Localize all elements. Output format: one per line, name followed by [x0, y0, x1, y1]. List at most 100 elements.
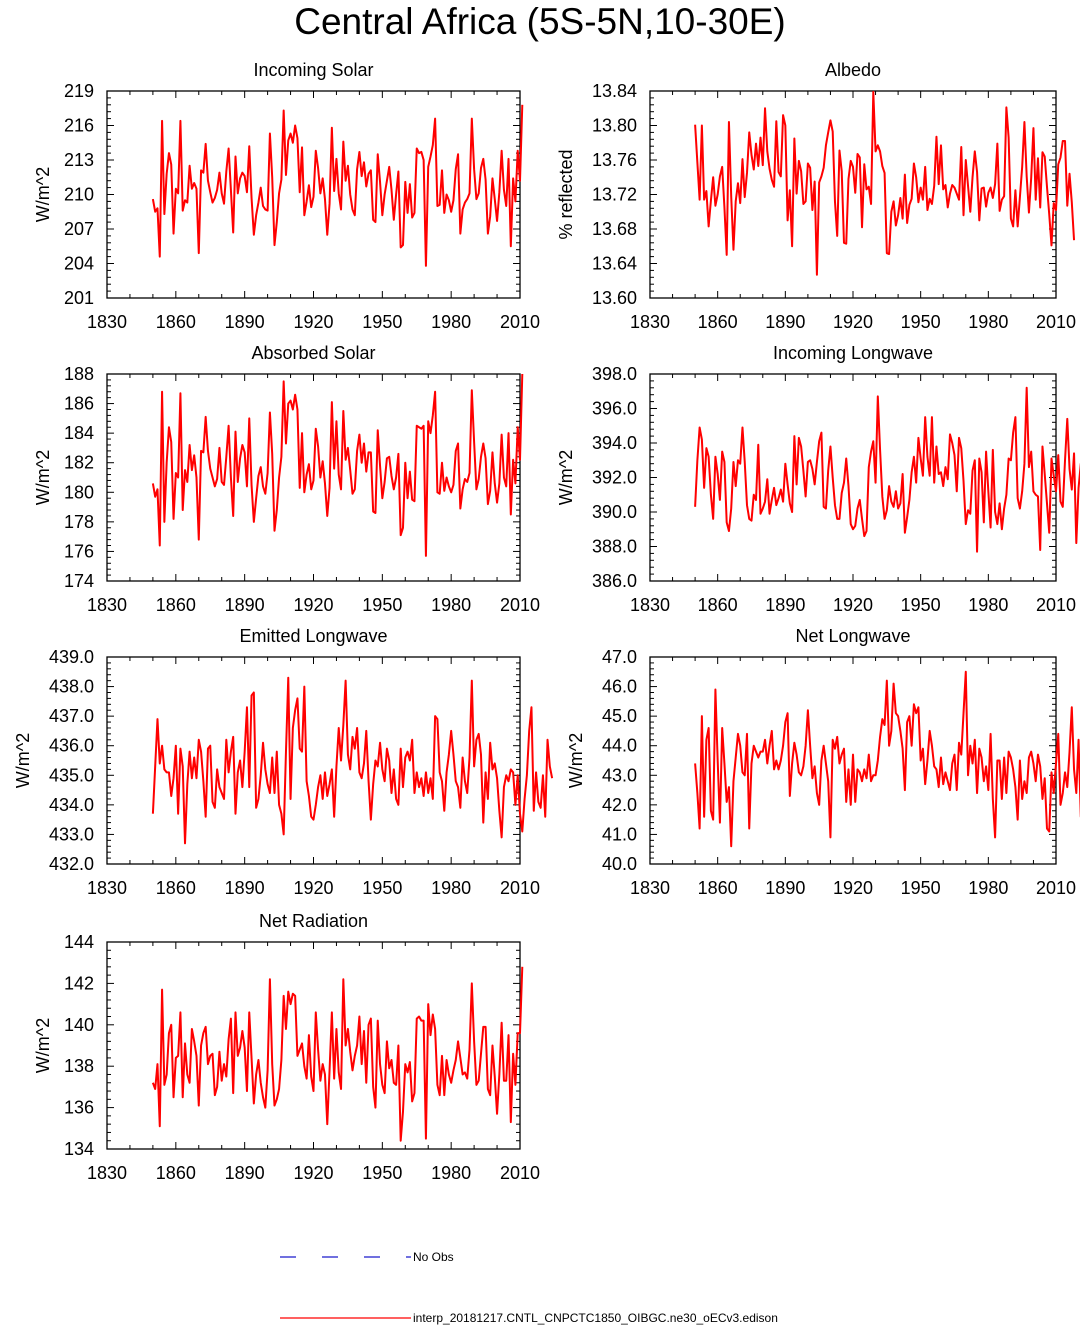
panel-6-x-tick-label: 1890: [765, 878, 805, 898]
panel-1-x-tick-label: 1830: [87, 312, 127, 332]
panel-7-x-tick-label: 2010: [500, 1163, 540, 1183]
panel-2-x-tick-label: 1980: [968, 312, 1008, 332]
panel-5-y-tick-label: 433.0: [49, 824, 94, 844]
panel-2-y-tick-label: 13.64: [592, 254, 637, 274]
panel-6-y-tick-label: 40.0: [602, 854, 637, 874]
panel-3-x-tick-label: 1830: [87, 595, 127, 615]
panel-7-y-tick-label: 140: [64, 1015, 94, 1035]
panel-4-x-tick-label: 1890: [765, 595, 805, 615]
panel-5-x-tick-label: 1860: [156, 878, 196, 898]
panel-3-title: Absorbed Solar: [251, 343, 375, 363]
panel-2-x-tick-label: 1860: [698, 312, 738, 332]
panel-6-x-tick-label: 2010: [1036, 878, 1076, 898]
figure-title: Central Africa (5S-5N,10-30E): [294, 1, 786, 42]
panel-1-x-tick-label: 1860: [156, 312, 196, 332]
panel-6-y-tick-label: 47.0: [602, 647, 637, 667]
panel-2-y-tick-label: 13.84: [592, 81, 637, 101]
panel-1-y-tick-label: 201: [64, 288, 94, 308]
panel-3-series-line-1: [151, 373, 524, 557]
panel-3-x-tick-label: 1980: [431, 595, 471, 615]
panel-7-x-tick-label: 1890: [225, 1163, 265, 1183]
panel-1-x-tick-label: 2010: [500, 312, 540, 332]
panel-1-title: Incoming Solar: [253, 60, 373, 80]
panel-1-y-tick-label: 210: [64, 185, 94, 205]
panel-4-frame: [649, 373, 1057, 582]
panel-1-y-tick-label: 204: [64, 254, 94, 274]
panel-5-x-tick-label: 2010: [500, 878, 540, 898]
panel-5-x-tick-label: 1890: [225, 878, 265, 898]
panel-4-y-axis-label: W/m^2: [556, 450, 576, 505]
panel-3-x-tick-label: 1860: [156, 595, 196, 615]
panel-2-x-tick-label: 2010: [1036, 312, 1076, 332]
panel-2-y-tick-label: 13.80: [592, 116, 637, 136]
panel-3-x-tick-label: 1890: [225, 595, 265, 615]
panel-3-y-axis-label: W/m^2: [33, 450, 53, 505]
panel-1-y-tick-label: 213: [64, 150, 94, 170]
panel-3-y-tick-label: 176: [64, 541, 94, 561]
panel-5-frame: [106, 656, 521, 865]
panel-7-x-tick-label: 1830: [87, 1163, 127, 1183]
panel-6-x-tick-label: 1980: [968, 878, 1008, 898]
panel-6-title: Net Longwave: [795, 626, 910, 646]
panel-5-x-tick-label: 1980: [431, 878, 471, 898]
panel-5-x-tick-label: 1920: [293, 878, 333, 898]
panel-7-x-tick-label: 1860: [156, 1163, 196, 1183]
panel-2-series-line-1: [694, 90, 1076, 276]
panel-1-x-tick-label: 1890: [225, 312, 265, 332]
model-legend-label: interp_20181217.CNTL_CNPCTC1850_OIBGC.ne…: [413, 1311, 778, 1325]
panel-4-title: Incoming Longwave: [773, 343, 933, 363]
panel-5-y-tick-label: 432.0: [49, 854, 94, 874]
panel-7-y-tick-label: 134: [64, 1139, 94, 1159]
panel-3-y-tick-label: 180: [64, 482, 94, 502]
panel-4-x-tick-label: 1830: [630, 595, 670, 615]
panel-1-x-tick-label: 1950: [362, 312, 402, 332]
panel-5-y-tick-label: 436.0: [49, 736, 94, 756]
panel-2-x-tick-label: 1950: [901, 312, 941, 332]
panel-6-y-axis-label: W/m^2: [566, 733, 586, 788]
panel-4-y-tick-label: 392.0: [592, 468, 637, 488]
panel-5-y-tick-label: 439.0: [49, 647, 94, 667]
panel-2-y-tick-label: 13.60: [592, 288, 637, 308]
panel-5-title: Emitted Longwave: [239, 626, 387, 646]
panel-3-y-tick-label: 178: [64, 512, 94, 532]
panel-5-y-axis-label: W/m^2: [13, 733, 33, 788]
panel-3-y-tick-label: 186: [64, 394, 94, 414]
panel-5-y-tick-label: 435.0: [49, 765, 94, 785]
panel-7-y-axis-label: W/m^2: [33, 1018, 53, 1073]
panel-4-y-tick-label: 390.0: [592, 502, 637, 522]
panel-1-y-tick-label: 207: [64, 219, 94, 239]
panel-1-y-tick-label: 216: [64, 116, 94, 136]
panel-4-x-tick-label: 1920: [833, 595, 873, 615]
panel-3-x-tick-label: 1950: [362, 595, 402, 615]
panel-6-y-tick-label: 46.0: [602, 677, 637, 697]
panel-6-y-tick-label: 43.0: [602, 765, 637, 785]
obs-legend-label: No Obs: [413, 1250, 454, 1264]
panel-7-x-tick-label: 1920: [293, 1163, 333, 1183]
panel-3-y-tick-label: 188: [64, 364, 94, 384]
panel-4-y-tick-label: 394.0: [592, 433, 637, 453]
panel-7-title: Net Radiation: [259, 911, 368, 931]
panel-4-series-line-1: [694, 386, 1080, 553]
panel-4-y-tick-label: 398.0: [592, 364, 637, 384]
panel-2-y-tick-label: 13.76: [592, 150, 637, 170]
panel-1-x-tick-label: 1920: [293, 312, 333, 332]
panel-2-x-tick-label: 1890: [765, 312, 805, 332]
panel-3-y-tick-label: 182: [64, 453, 94, 473]
panel-1-series-line-1: [151, 104, 524, 267]
panel-4-y-tick-label: 396.0: [592, 399, 637, 419]
panel-6-series-line-1: [694, 670, 1080, 848]
panel-2-y-tick-label: 13.72: [592, 185, 637, 205]
panel-4-x-tick-label: 1860: [698, 595, 738, 615]
panel-2-y-axis-label: % reflected: [556, 149, 576, 239]
panel-6-y-tick-label: 42.0: [602, 795, 637, 815]
panel-2-x-tick-label: 1830: [630, 312, 670, 332]
panel-6-x-tick-label: 1950: [901, 878, 941, 898]
panel-4-x-tick-label: 1980: [968, 595, 1008, 615]
panel-7-y-tick-label: 142: [64, 973, 94, 993]
panel-5-series-line-1: [151, 676, 554, 845]
panel-5-x-tick-label: 1830: [87, 878, 127, 898]
panel-1-x-tick-label: 1980: [431, 312, 471, 332]
panel-3-x-tick-label: 1920: [293, 595, 333, 615]
panel-2-y-tick-label: 13.68: [592, 219, 637, 239]
